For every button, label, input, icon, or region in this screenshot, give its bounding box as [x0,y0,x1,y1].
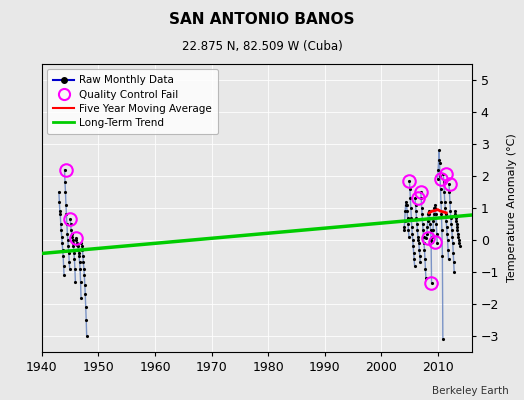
Text: SAN ANTONIO BANOS: SAN ANTONIO BANOS [169,12,355,27]
Legend: Raw Monthly Data, Quality Control Fail, Five Year Moving Average, Long-Term Tren: Raw Monthly Data, Quality Control Fail, … [47,69,219,134]
Text: 22.875 N, 82.509 W (Cuba): 22.875 N, 82.509 W (Cuba) [182,40,342,53]
Y-axis label: Temperature Anomaly (°C): Temperature Anomaly (°C) [507,134,517,282]
Text: Berkeley Earth: Berkeley Earth [432,386,508,396]
